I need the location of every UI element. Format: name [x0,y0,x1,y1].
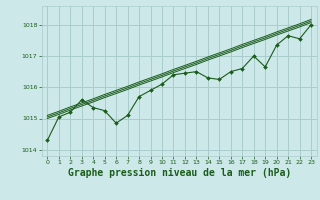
X-axis label: Graphe pression niveau de la mer (hPa): Graphe pression niveau de la mer (hPa) [68,168,291,178]
